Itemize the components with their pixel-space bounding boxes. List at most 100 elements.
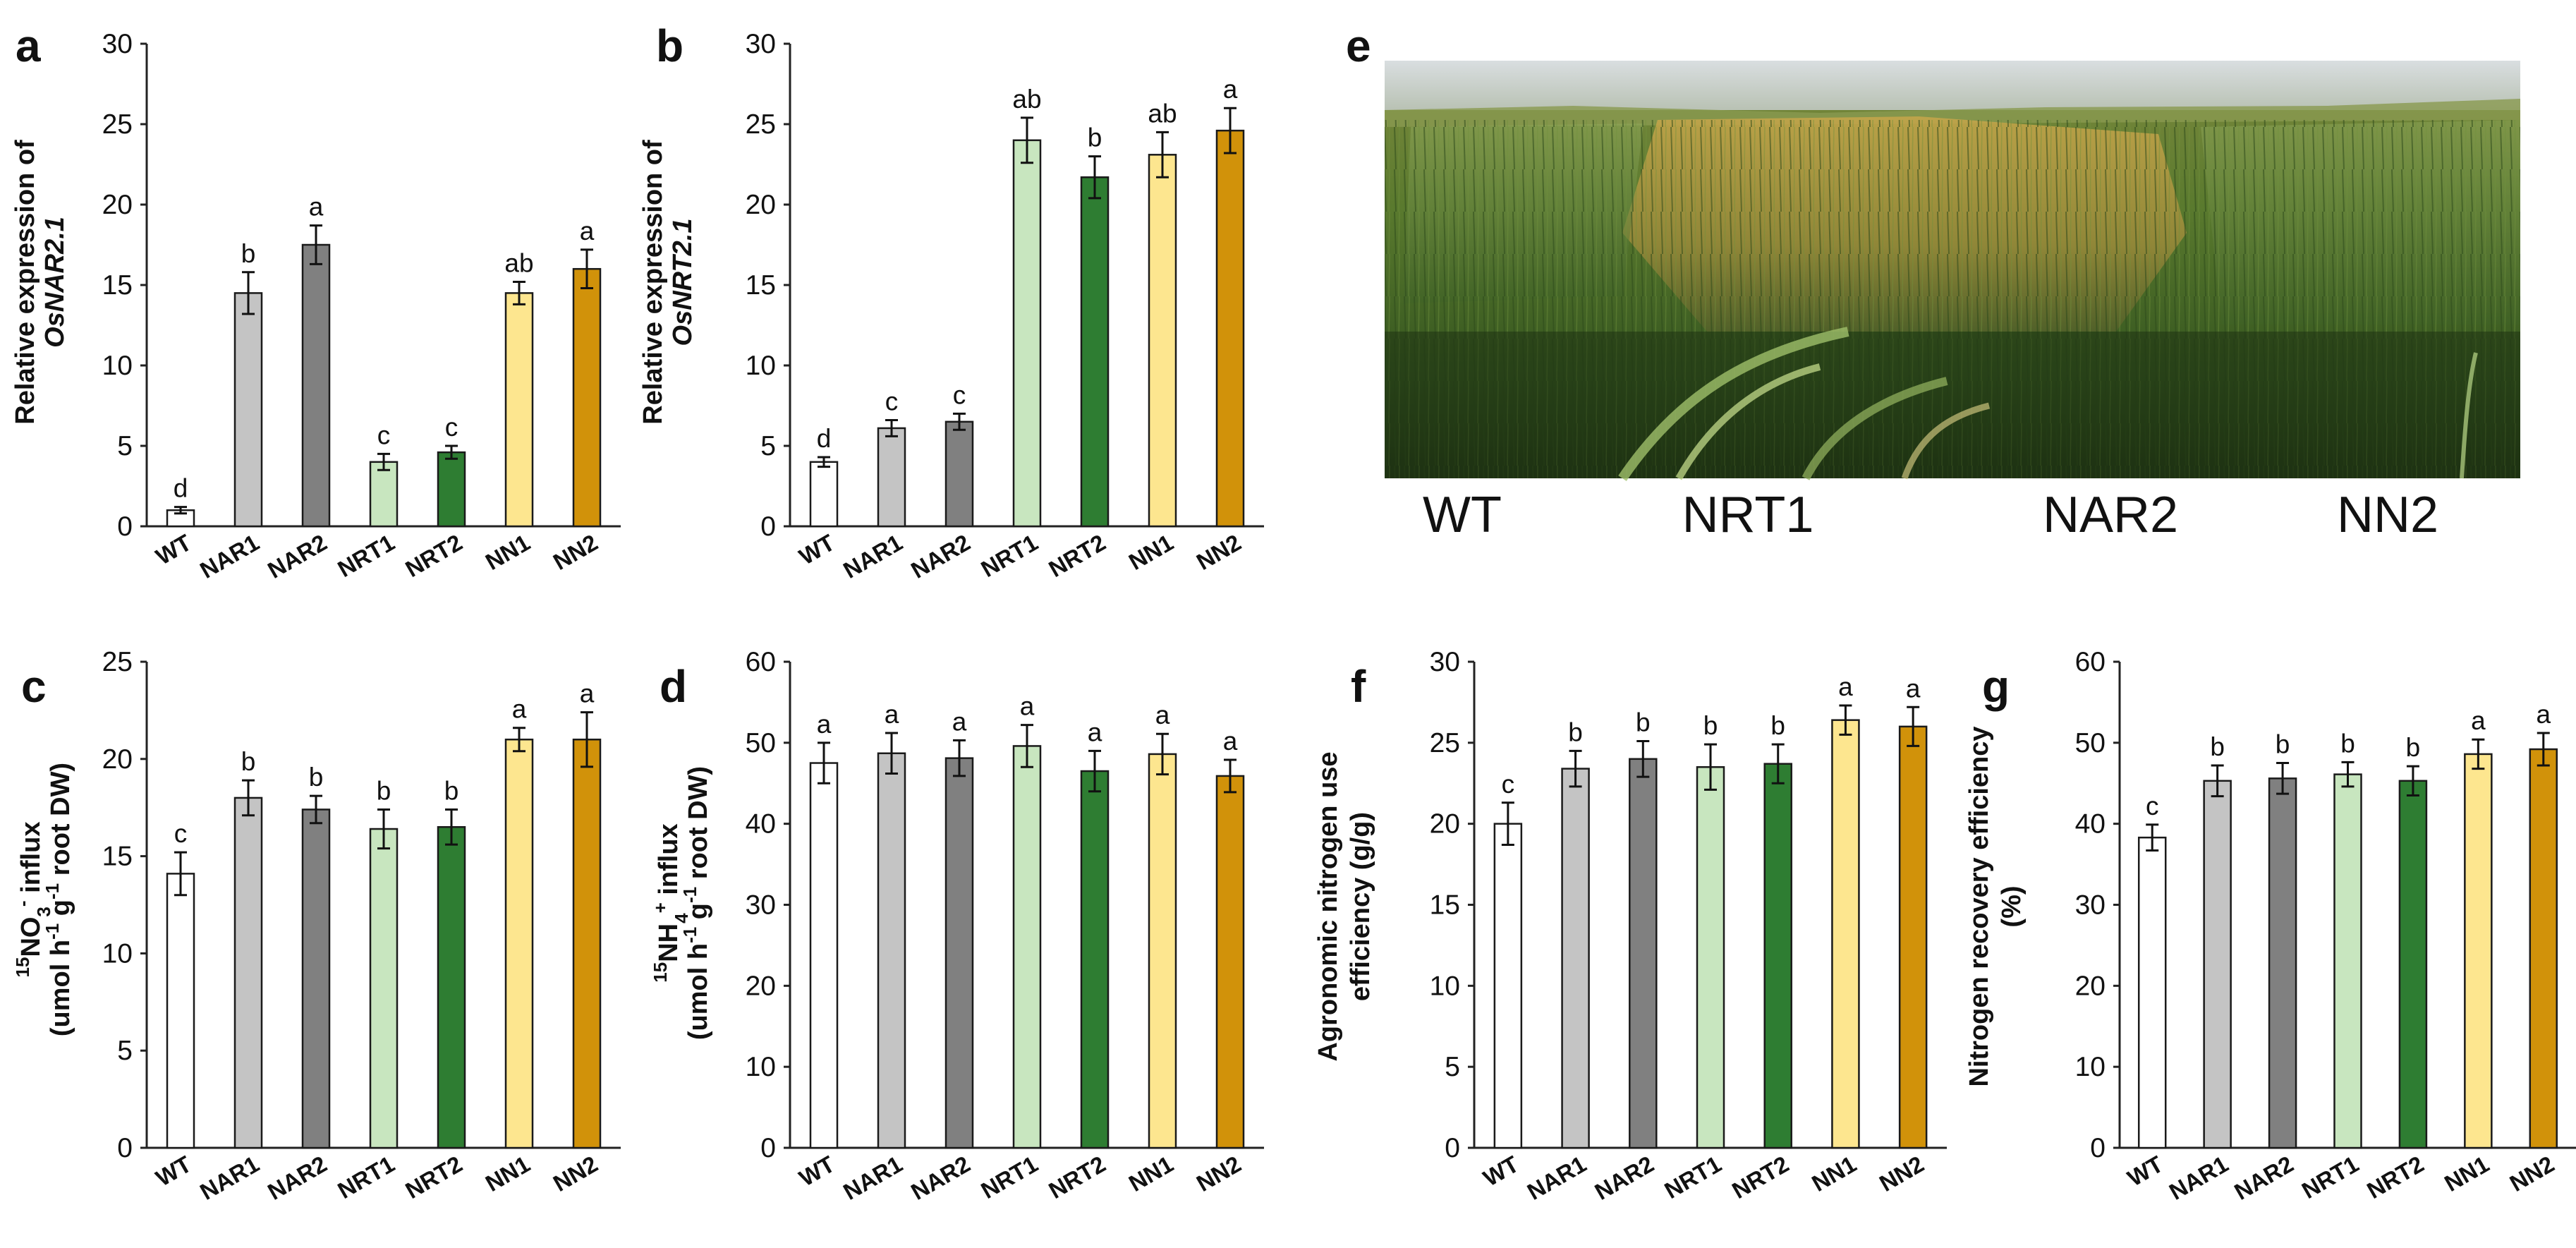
significance-label: b <box>377 776 391 805</box>
y-tick-label: 20 <box>102 744 133 775</box>
y-tick-label: 30 <box>2075 890 2106 921</box>
bar-nar2 <box>2268 777 2297 1149</box>
bar-nrt2 <box>1080 176 1110 528</box>
bar-nn1 <box>2464 753 2493 1149</box>
x-tick-label: NRT1 <box>333 529 399 582</box>
y-tick-label: 30 <box>102 29 133 59</box>
bar-nn1 <box>504 738 534 1149</box>
bar-nar1 <box>233 796 263 1149</box>
chart-panel-g: g Nitrogen recovery efficiency (%) 0 10 20 30 4… <box>1964 647 2576 1205</box>
x-tick-label: NN2 <box>2505 1151 2559 1196</box>
bar-nrt1 <box>2333 773 2362 1149</box>
bar-nrt2 <box>437 451 466 528</box>
x-tick-label: NAR2 <box>263 529 331 583</box>
bar-nrt2 <box>437 826 466 1149</box>
y-tick-label: 15 <box>746 270 776 301</box>
chart-panel-a: a Relative expression of OsNAR2.1 0 5 10 15 20 2… <box>11 20 621 583</box>
bar-nn2 <box>1215 775 1245 1149</box>
y-tick-label: 20 <box>1430 809 1460 840</box>
x-tick-label: NRT1 <box>2297 1151 2363 1204</box>
y-tick-label: 40 <box>746 809 776 840</box>
x-tick-label: NRT2 <box>401 529 466 582</box>
x-tick-label: NN1 <box>481 1151 535 1196</box>
significance-label: ab <box>1012 85 1041 114</box>
bar-nn2 <box>1898 725 1928 1149</box>
significance-label: a <box>817 710 832 739</box>
y-axis-label: 15NO3- influx <box>12 822 54 978</box>
y-axis-label: (umol h-1 g-1 root DW) <box>42 763 75 1036</box>
y-tick-label: 0 <box>117 511 133 542</box>
bar-nrt1 <box>369 828 399 1149</box>
significance-label: ab <box>504 248 533 277</box>
y-tick-label: 0 <box>1445 1133 1460 1163</box>
photo-label-nar2: NAR2 <box>2043 487 2178 543</box>
panel-letter-c: c <box>21 661 47 712</box>
bar-wt <box>2137 836 2167 1149</box>
x-tick-label: NAR1 <box>839 1151 906 1205</box>
y-tick-label: 10 <box>102 938 133 969</box>
photo-label-nn2: NN2 <box>2337 487 2438 543</box>
bar-nar1 <box>2203 780 2232 1149</box>
significance-label: a <box>2536 700 2551 729</box>
y-tick-label: 10 <box>746 351 776 381</box>
x-tick-label: NN1 <box>1124 1151 1178 1196</box>
bar-nn2 <box>1215 129 1245 528</box>
y-tick-label: 30 <box>1430 647 1460 677</box>
panel-e: e WT NRT1 NAR2 NN2 <box>1346 20 2520 543</box>
y-axis-label: Agronomic nitrogen use <box>1313 751 1343 1061</box>
significance-label: c <box>174 819 188 848</box>
x-tick-label: NRT1 <box>976 1151 1042 1204</box>
x-tick-label: NRT1 <box>976 529 1042 582</box>
y-tick-label: 20 <box>746 190 776 220</box>
y-tick-label: 30 <box>746 29 776 59</box>
bar-wt <box>1493 823 1523 1149</box>
x-tick-label: WT <box>795 529 839 570</box>
x-tick-label: NAR1 <box>195 1151 263 1205</box>
significance-label: b <box>1770 711 1785 740</box>
panel-letter-g: g <box>1982 661 2010 712</box>
y-axis-label: (umol h-1 g-1 root DW) <box>679 766 713 1040</box>
panel-letter-a: a <box>16 20 41 71</box>
x-tick-label: NN2 <box>549 529 602 575</box>
bar-wt <box>809 762 839 1149</box>
bar-nn1 <box>1831 719 1860 1149</box>
y-tick-label: 5 <box>760 431 776 461</box>
y-tick-label: 25 <box>746 109 776 140</box>
x-tick-label: NAR2 <box>1590 1151 1658 1205</box>
significance-label: b <box>444 776 459 805</box>
x-tick-label: WT <box>152 1151 196 1192</box>
bar-nrt2 <box>1763 763 1792 1149</box>
x-tick-label: NAR1 <box>2165 1151 2232 1205</box>
y-axis-label: efficiency (g/g) <box>1346 812 1375 1001</box>
x-tick-label: NN1 <box>1807 1151 1861 1196</box>
significance-label: a <box>885 700 899 729</box>
significance-label: c <box>2146 792 2159 820</box>
significance-label: a <box>1838 672 1853 701</box>
bar-nar2 <box>1629 758 1658 1149</box>
bar-nn2 <box>572 267 602 528</box>
x-tick-label: NAR2 <box>906 1151 974 1205</box>
y-tick-label: 15 <box>102 270 133 301</box>
y-tick-label: 20 <box>2075 971 2106 1001</box>
bar-nn2 <box>2529 748 2558 1149</box>
x-tick-label: NRT1 <box>1660 1151 1725 1204</box>
significance-label: a <box>1906 674 1921 703</box>
bar-nrt2 <box>2398 780 2428 1149</box>
x-tick-label: NAR1 <box>1523 1151 1591 1205</box>
y-axis-label: Relative expression of <box>11 140 40 425</box>
x-tick-label: NRT1 <box>333 1151 399 1204</box>
significance-label: a <box>1223 75 1238 104</box>
bar-nrt1 <box>369 461 399 528</box>
y-axis-label: Nitrogen recovery efficiency <box>1964 726 1994 1086</box>
x-tick-label: NN2 <box>1875 1151 1928 1196</box>
y-tick-label: 15 <box>1430 890 1460 921</box>
y-tick-label: 5 <box>117 431 133 461</box>
bar-wt <box>166 873 195 1149</box>
chart-panel-b: b Relative expression of OsNRT2.1 0 5 10 15 20 2… <box>638 20 1264 583</box>
panel-letter-b: b <box>656 20 684 71</box>
y-tick-label: 25 <box>1430 728 1460 758</box>
y-tick-label: 10 <box>746 1052 776 1082</box>
photo-label-wt: WT <box>1423 487 1502 543</box>
x-tick-label: NN1 <box>2440 1151 2493 1196</box>
significance-label: b <box>1703 711 1718 740</box>
